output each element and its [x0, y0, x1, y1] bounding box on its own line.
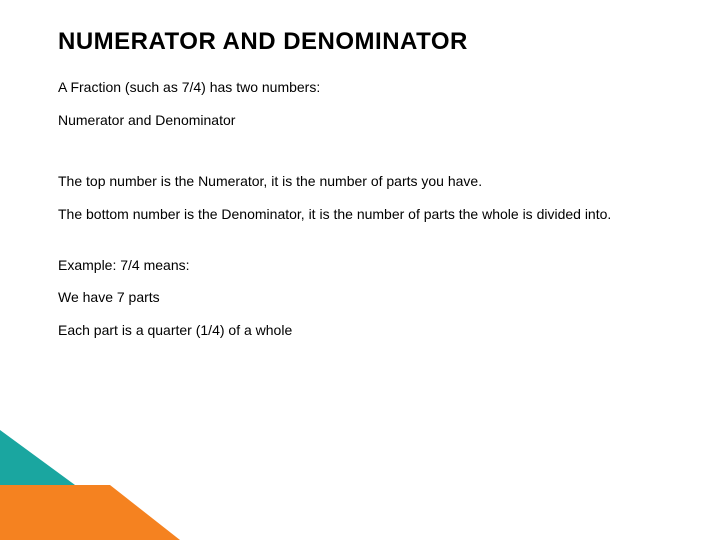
example-line-1: We have 7 parts: [58, 288, 670, 307]
numerator-def: The top number is the Numerator, it is t…: [58, 172, 670, 191]
intro-line-2: Numerator and Denominator: [58, 111, 670, 130]
corner-accent-graphic: [0, 430, 180, 540]
spacer: [58, 144, 670, 172]
example-heading: Example: 7/4 means:: [58, 256, 670, 275]
slide-title: NUMERATOR AND DENOMINATOR: [58, 28, 670, 56]
accent-orange-shape: [0, 485, 180, 540]
slide-container: NUMERATOR AND DENOMINATOR A Fraction (su…: [0, 0, 720, 540]
spacer: [58, 238, 670, 256]
denominator-def: The bottom number is the Denominator, it…: [58, 205, 670, 224]
intro-line-1: A Fraction (such as 7/4) has two numbers…: [58, 78, 670, 97]
accent-teal-shape: [0, 430, 150, 540]
example-line-2: Each part is a quarter (1/4) of a whole: [58, 321, 670, 340]
